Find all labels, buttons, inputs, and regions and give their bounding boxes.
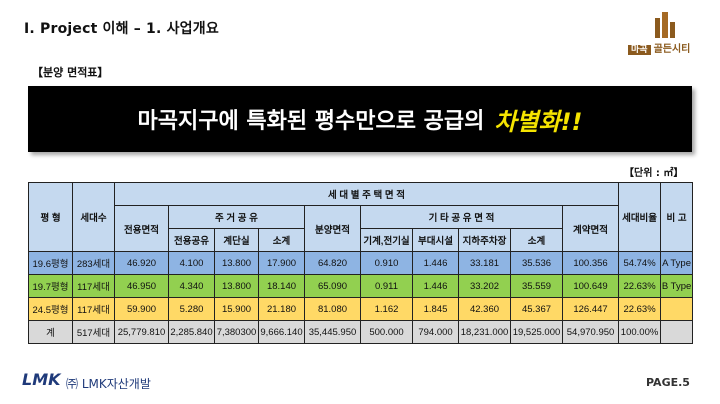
header-res-subtotal: 소계 (258, 228, 305, 252)
table-cell: 46.950 (114, 274, 169, 298)
page-number: PAGE.5 (646, 376, 690, 389)
table-cell: 1.446 (412, 274, 459, 298)
table-total-cell: 517세대 (72, 320, 115, 344)
table-cell: 59.900 (114, 297, 169, 321)
banner-accent-text: 차별화!! (494, 107, 583, 136)
table-cell: 117세대 (72, 274, 115, 298)
table-cell: 100.649 (561, 274, 620, 298)
table-cell: A Type (660, 251, 694, 275)
header-mechanical: 기계,전기실 (360, 228, 413, 252)
table-cell: 1.162 (360, 297, 413, 321)
unit-label: 【단위 : ㎡】 (624, 168, 684, 179)
table-cell: 33.181 (458, 251, 511, 275)
table-total-cell: 9,666.140 (258, 320, 305, 344)
table-cell: 22.63% (618, 274, 662, 298)
table-cell: 5.280 (168, 297, 215, 321)
table-cell: 117세대 (72, 297, 115, 321)
header-res-stairs: 계단실 (214, 228, 259, 252)
company-logo: 마곡 골든시티 (618, 10, 710, 60)
table-cell: 46.920 (114, 251, 169, 275)
table-cell: 100.356 (561, 251, 620, 275)
table-cell: 4.100 (168, 251, 215, 275)
table-total-row: 계 517세대 25,779.810 2,285.840 7,380300 9,666.1… (28, 320, 694, 344)
page-title: Ⅰ. Project 이해 – 1. 사업개요 (24, 21, 219, 37)
table-cell: 81.080 (304, 297, 361, 321)
building-logo-icon (655, 12, 675, 38)
table-total-cell: 계 (28, 320, 73, 344)
header-res-exclusive-common: 전용공유 (168, 228, 215, 252)
table-total-cell: 35,445.950 (304, 320, 361, 344)
table-cell: 65.090 (304, 274, 361, 298)
header-amenities: 부대시설 (412, 228, 459, 252)
header-remarks: 비 고 (660, 182, 694, 252)
banner-main-text: 마곡지구에 특화된 평수만으로 공급의 (137, 109, 485, 134)
table-cell: 1.845 (412, 297, 459, 321)
table-cell: 35.536 (510, 251, 563, 275)
header-ratio: 세대비율 (618, 182, 662, 252)
table-total-cell: 500.000 (360, 320, 413, 344)
brand-name: 마곡 골든시티 (628, 40, 690, 55)
table-cell: 42.360 (458, 297, 511, 321)
table-total-cell: 18,231.000 (458, 320, 511, 344)
table-total-cell: 7,380300 (214, 320, 259, 344)
headline-banner: 마곡지구에 특화된 평수만으로 공급의 차별화!! (28, 86, 692, 152)
footer-company: ㈜ LMK자산개발 (66, 377, 151, 391)
table-cell: 18.140 (258, 274, 305, 298)
table-row: 24.5평형 117세대 59.900 5.280 15.900 21.180 81.080… (28, 297, 694, 321)
table-cell: 0.911 (360, 274, 413, 298)
header-exclusive: 전용면적 (114, 205, 169, 252)
table-row: 19.6평형 283세대 46.920 4.100 13.800 17.900 64.820… (28, 251, 694, 275)
header-other-common: 기 타 공 유 면 적 (360, 205, 563, 229)
table-cell: 21.180 (258, 297, 305, 321)
table-cell: 13.800 (214, 274, 259, 298)
table-cell: 45.367 (510, 297, 563, 321)
table-cell: 4.340 (168, 274, 215, 298)
header-type: 평 형 (28, 182, 73, 252)
footer-logo: LMK (22, 370, 61, 389)
table-cell: 13.800 (214, 251, 259, 275)
table-cell: 35.559 (510, 274, 563, 298)
header-sale-area: 분양면적 (304, 205, 361, 252)
table-cell (660, 297, 694, 321)
table-cell: 19.7평형 (28, 274, 73, 298)
header-households: 세대수 (72, 182, 115, 252)
table-cell: 17.900 (258, 251, 305, 275)
section-label: 【분양 면적표】 (32, 66, 109, 79)
table-total-cell: 54,970.950 (561, 320, 620, 344)
table-cell: 15.900 (214, 297, 259, 321)
table-row: 19.7평형 117세대 46.950 4.340 13.800 18.140 65.090… (28, 274, 694, 298)
table-cell: 33.202 (458, 274, 511, 298)
header-residential-common: 주 거 공 유 (168, 205, 305, 229)
table-cell: 24.5평형 (28, 297, 73, 321)
header-parking: 지하주차장 (458, 228, 511, 252)
table-total-cell (660, 320, 694, 344)
table-total-cell: 100.00% (618, 320, 662, 344)
header-other-subtotal: 소계 (510, 228, 563, 252)
table-cell: 1.446 (412, 251, 459, 275)
table-cell: 64.820 (304, 251, 361, 275)
table-cell: B Type (660, 274, 694, 298)
table-cell: 54.74% (618, 251, 662, 275)
table-cell: 0.910 (360, 251, 413, 275)
table-cell: 22.63% (618, 297, 662, 321)
table-total-cell: 794.000 (412, 320, 459, 344)
table-cell: 126.447 (561, 297, 620, 321)
table-cell: 283세대 (72, 251, 115, 275)
table-total-cell: 2,285.840 (168, 320, 215, 344)
area-table: 평 형 세대수 세 대 별 주 택 면 적 세대비율 비 고 전용면적 주 거 … (28, 182, 694, 344)
table-cell: 19.6평형 (28, 251, 73, 275)
header-contract-area: 계약면적 (561, 205, 620, 252)
header-unit-area-group: 세 대 별 주 택 면 적 (113, 182, 620, 206)
table-total-cell: 19,525.000 (510, 320, 563, 344)
table-total-cell: 25,779.810 (114, 320, 169, 344)
